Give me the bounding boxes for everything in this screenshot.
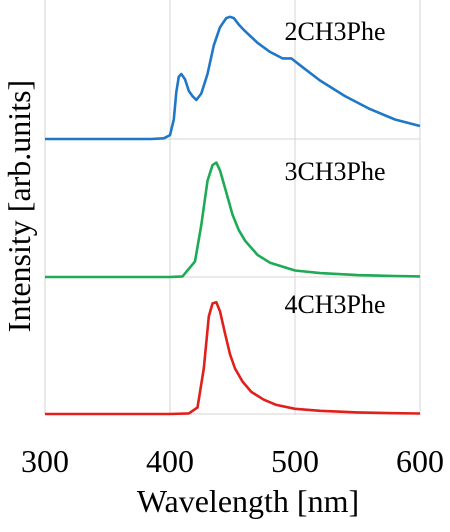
- tick-layer: 300 400 500 600: [21, 443, 444, 479]
- series-label-3CH3Phe: 3CH3Phe: [284, 157, 385, 186]
- x-tick-label-300: 300: [21, 443, 69, 479]
- x-tick-label-400: 400: [146, 443, 194, 479]
- grid-layer: [44, 0, 421, 415]
- x-tick-label-600: 600: [396, 443, 444, 479]
- x-axis-label: Wavelength [nm]: [137, 483, 359, 519]
- series-label-2CH3Phe: 2CH3Phe: [284, 17, 385, 46]
- label-layer: 2CH3Phe 3CH3Phe 4CH3Phe: [284, 17, 385, 319]
- series-line-4CH3Phe: [45, 300, 421, 416]
- series-layer: [45, 15, 421, 416]
- x-tick-label-500: 500: [271, 443, 319, 479]
- series-line-2CH3Phe: [45, 15, 421, 141]
- series-label-4CH3Phe: 4CH3Phe: [284, 290, 385, 319]
- series-line-3CH3Phe: [45, 161, 421, 279]
- y-axis-label: Intensity [arb.units]: [1, 80, 37, 332]
